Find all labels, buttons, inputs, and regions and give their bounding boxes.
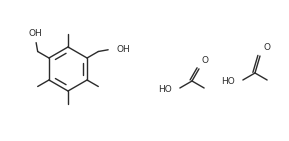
Text: O: O	[263, 43, 270, 52]
Text: OH: OH	[116, 45, 130, 54]
Text: HO: HO	[158, 85, 172, 94]
Text: HO: HO	[221, 78, 235, 86]
Text: O: O	[202, 56, 209, 65]
Text: OH: OH	[28, 29, 42, 38]
